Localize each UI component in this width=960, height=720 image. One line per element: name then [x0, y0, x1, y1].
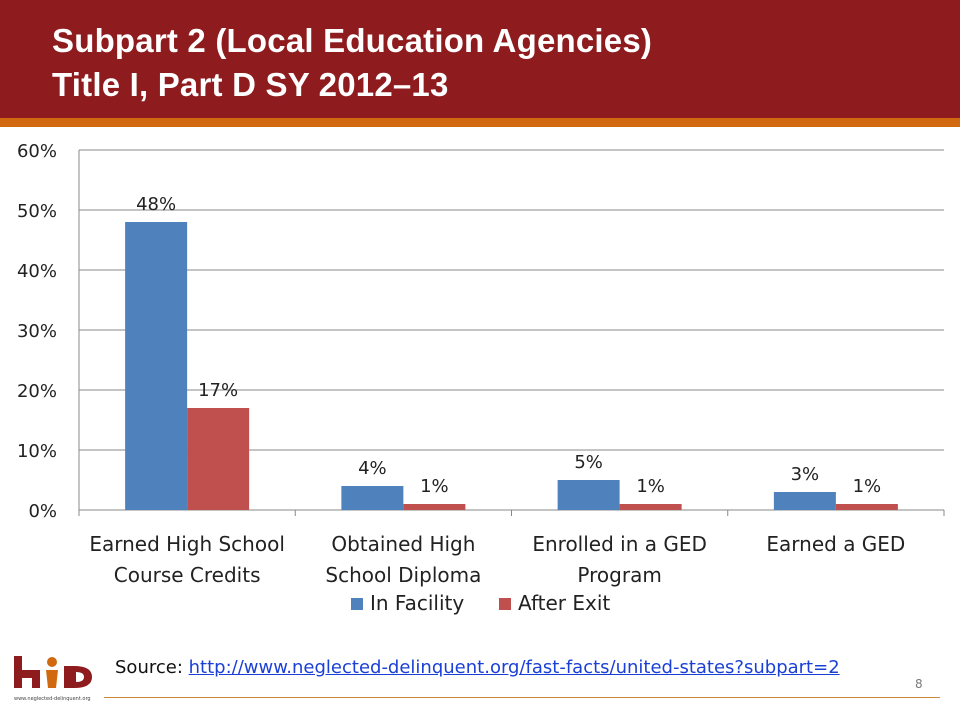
data-label: 17% — [198, 380, 238, 401]
y-tick-label: 40% — [17, 261, 57, 282]
bar — [835, 504, 898, 510]
nd-logo-icon: www.neglected-delinquent.org — [14, 656, 92, 702]
x-category-label: Program — [577, 563, 661, 587]
slide-title-line-1: Subpart 2 (Local Education Agencies) — [52, 22, 653, 59]
legend-swatch — [351, 598, 363, 610]
x-category-label: School Diploma — [325, 563, 481, 587]
footer-divider — [104, 697, 940, 698]
data-label: 4% — [358, 458, 387, 479]
y-tick-label: 50% — [17, 201, 57, 222]
x-category-label: Enrolled in a GED — [532, 532, 707, 556]
x-category-label: Course Credits — [114, 563, 261, 587]
bar — [619, 504, 682, 510]
slide-title-line-2: Title I, Part D SY 2012–13 — [52, 66, 449, 103]
data-label: 5% — [574, 452, 603, 473]
bar-chart: 0% 10% 20% 30% 40% 50% 60% 48% 17% Earned High Sc… — [17, 141, 945, 615]
y-tick-label: 10% — [17, 441, 57, 462]
data-label: 1% — [420, 476, 449, 497]
y-tick-label: 30% — [17, 321, 57, 342]
source-label: Source: — [115, 657, 183, 678]
data-label: 1% — [636, 476, 665, 497]
legend-label: After Exit — [518, 591, 610, 615]
slide-header: Subpart 2 (Local Education Agencies) Tit… — [0, 0, 960, 118]
logo-url-text: www.neglected-delinquent.org — [14, 696, 91, 702]
legend-swatch — [499, 598, 511, 610]
data-label: 1% — [853, 476, 882, 497]
page-number: 8 — [915, 677, 923, 691]
bar — [125, 222, 188, 510]
bar — [557, 480, 620, 510]
source-link[interactable]: http://www.neglected-delinquent.org/fast… — [188, 657, 840, 678]
y-tick-label: 0% — [28, 501, 57, 522]
source-note: Source: http://www.neglected-delinquent.… — [115, 657, 840, 678]
legend-label: In Facility — [370, 591, 464, 615]
bar — [403, 504, 466, 510]
x-category-label: Earned High School — [89, 532, 285, 556]
y-tick-label: 60% — [17, 141, 57, 162]
header-accent-stripe — [0, 118, 960, 127]
bar — [773, 492, 836, 510]
bar — [341, 486, 404, 510]
data-label: 48% — [136, 194, 176, 215]
data-label: 3% — [791, 464, 820, 485]
y-tick-label: 20% — [17, 381, 57, 402]
bar — [187, 408, 250, 510]
x-category-label: Obtained High — [331, 532, 475, 556]
x-category-label: Earned a GED — [766, 532, 905, 556]
